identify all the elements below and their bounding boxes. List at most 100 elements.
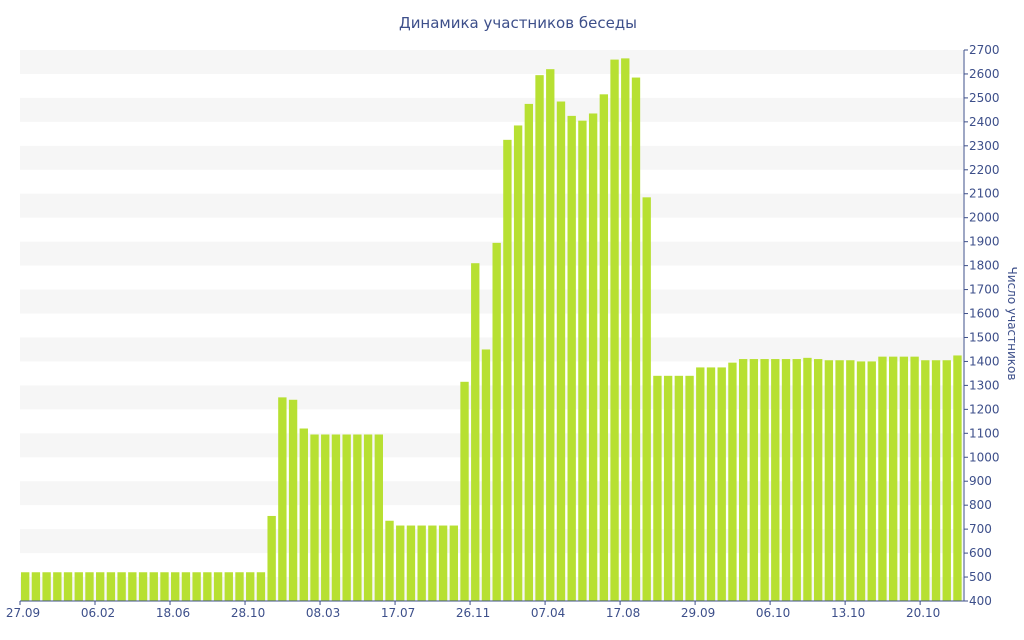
bar [706,367,716,601]
y-tick-label: 2500 [969,91,1000,105]
bar [492,242,501,601]
bar [53,572,62,601]
bar [460,381,469,601]
y-tick-label: 1000 [969,450,1000,464]
bar [674,375,684,601]
bar [728,362,737,601]
bar [160,572,169,601]
bar [653,375,662,601]
bar [588,113,598,601]
x-tick-label: 17.07 [381,606,415,620]
bar [567,115,576,601]
bar [867,361,876,601]
x-tick-label: 28.10 [231,606,265,620]
bar [310,434,319,601]
y-tick-label: 1800 [969,259,1000,273]
bar [856,361,866,601]
y-tick-label: 700 [969,522,992,536]
bar [299,428,308,601]
bar [138,572,148,601]
bar [353,434,362,601]
x-tick-label: 26.11 [456,606,490,620]
x-tick-label: 06.10 [756,606,790,620]
bar [74,572,83,601]
bar [878,356,887,601]
bar [513,125,523,602]
bar [781,359,791,601]
y-tick-label: 2600 [969,67,1000,81]
grid-band [20,529,963,554]
bar [363,434,373,601]
bar [599,94,609,601]
bar [449,525,458,601]
x-axis-ticks: 27.09 06.02 18.06 28.10 08.03 17.07 26.11 07.04… [6,601,940,620]
x-tick-label: 06.02 [81,606,115,620]
x-tick-label: 07.04 [531,606,565,620]
bar [171,572,180,601]
bar [760,359,769,601]
bars [21,58,962,602]
grid-band [20,385,963,410]
x-tick-label: 17.08 [606,606,640,620]
y-tick-label: 900 [969,474,992,488]
y-tick-label: 2000 [969,211,1000,225]
bar [610,59,619,601]
y-axis-ticks: 400 500 600 700 800 900 1000 1100 1200 1300 1400 15… [964,43,1000,608]
grid-band [20,481,963,506]
x-tick-label: 18.06 [156,606,190,620]
y-tick-label: 2100 [969,187,1000,201]
bar [85,572,94,601]
bar [556,101,566,601]
bar [921,360,930,601]
bar [481,349,491,601]
grid-band [20,193,963,218]
bar [546,69,555,602]
x-tick-label: 27.09 [6,606,40,620]
bar [899,356,909,601]
bar [749,359,759,601]
bar [331,434,341,601]
bar [278,397,287,601]
bar [621,58,630,601]
x-tick-label: 29.09 [681,606,715,620]
grid-bands [20,50,963,601]
bar [524,103,534,602]
y-tick-label: 1300 [969,378,1000,392]
bar [224,572,233,601]
bar [417,525,426,601]
grid-band [20,289,963,314]
bar [96,572,105,601]
bar [910,356,919,601]
y-tick-label: 1700 [969,283,1000,297]
y-tick-label: 500 [969,570,992,584]
y-tick-label: 2700 [969,43,1000,57]
bar [42,572,51,601]
grid-band [20,97,963,122]
bar [438,525,448,601]
bar [203,572,212,601]
bar [31,572,41,601]
y-tick-label: 1400 [969,354,1000,368]
bar [396,525,405,601]
x-tick-label: 08.03 [306,606,340,620]
bar [824,360,834,601]
x-tick-label: 13.10 [831,606,865,620]
y-tick-label: 600 [969,546,992,560]
bar [835,360,844,601]
bar [385,520,394,601]
grid-band [20,145,963,170]
y-tick-label: 2200 [969,163,1000,177]
y-tick-label: 800 [969,498,992,512]
y-tick-label: 1500 [969,330,1000,344]
bar [931,360,941,601]
bar [213,572,223,601]
bar [235,572,244,601]
bar [642,197,651,601]
y-tick-label: 400 [969,594,992,608]
bar [63,572,73,601]
x-tick-label: 20.10 [906,606,940,620]
y-tick-label: 1900 [969,235,1000,249]
bar [374,434,383,601]
bar [535,75,544,601]
